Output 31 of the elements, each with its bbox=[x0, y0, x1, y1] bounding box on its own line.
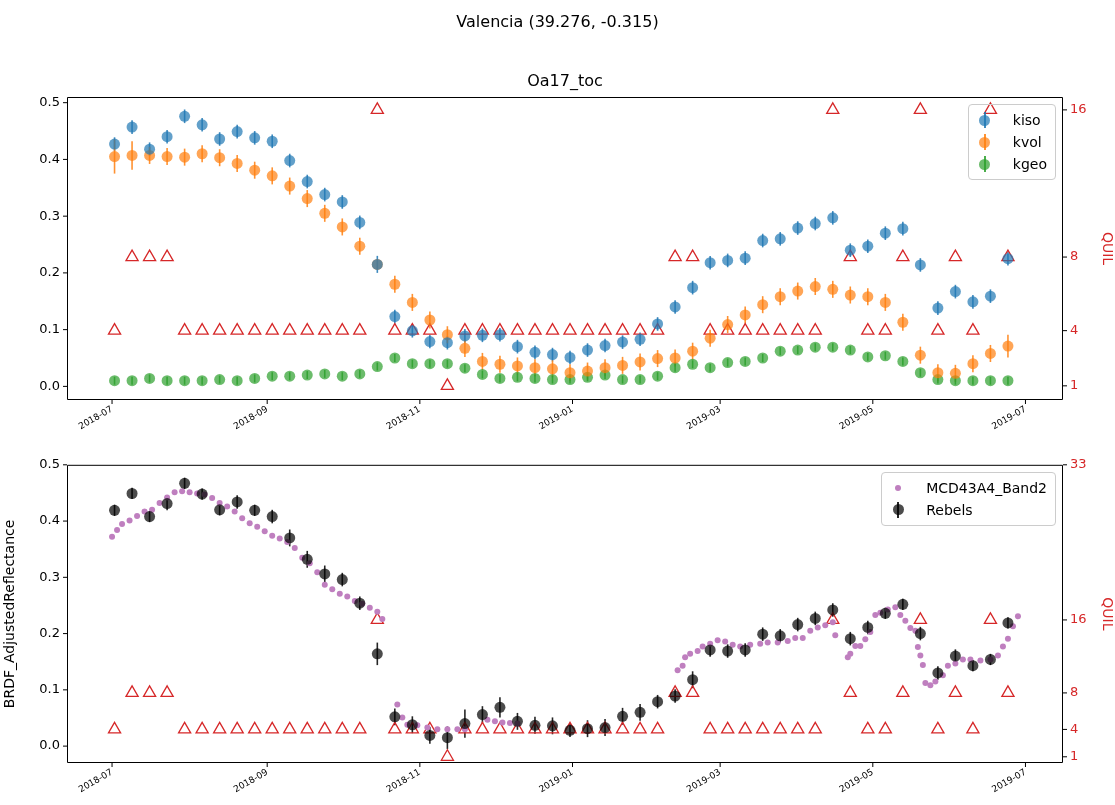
legend-label: kiso bbox=[1012, 112, 1041, 128]
y2-tick-label: 8 bbox=[1070, 248, 1079, 264]
y2-tick-label: 33 bbox=[1070, 456, 1087, 472]
y-axis-title: BRDF_AdjustedReflectance bbox=[1, 519, 18, 709]
y-tick-label: 0.0 bbox=[39, 377, 60, 393]
y-tick-label: 0.0 bbox=[39, 737, 60, 753]
y2-tick-label: 4 bbox=[1070, 322, 1079, 338]
legend-label: MCD43A4_Band2 bbox=[926, 479, 1047, 496]
chart-subtitle: Oa17_toc bbox=[526, 71, 604, 90]
y-tick-label: 0.1 bbox=[39, 321, 60, 337]
y-tick-label: 0.5 bbox=[39, 94, 60, 110]
y-tick-label: 0.4 bbox=[39, 512, 60, 528]
y-tick-label: 0.3 bbox=[39, 207, 60, 223]
y2-tick-label: 16 bbox=[1070, 611, 1087, 627]
legend-label: kvol bbox=[1012, 134, 1042, 150]
y2-axis-title: QUIL bbox=[1099, 597, 1115, 631]
y-tick-label: 0.2 bbox=[39, 624, 60, 640]
y-tick-label: 0.1 bbox=[39, 681, 60, 697]
y2-tick-label: 1 bbox=[1070, 748, 1079, 764]
y-tick-label: 0.5 bbox=[39, 456, 60, 472]
y2-tick-label: 1 bbox=[1070, 377, 1079, 393]
y-tick-label: 0.2 bbox=[39, 264, 60, 280]
y2-axis-title: QUIL bbox=[1099, 231, 1115, 266]
y2-tick-label: 8 bbox=[1070, 684, 1079, 700]
legend-label: kgeo bbox=[1012, 156, 1047, 172]
y-tick-label: 0.3 bbox=[39, 568, 60, 584]
y2-tick-label: 16 bbox=[1070, 101, 1087, 117]
y-tick-label: 0.4 bbox=[39, 150, 60, 166]
y2-tick-label: 4 bbox=[1070, 720, 1079, 736]
chart-title: Valencia (39.276, -0.315) bbox=[455, 12, 660, 31]
legend-label: Rebels bbox=[926, 501, 973, 518]
